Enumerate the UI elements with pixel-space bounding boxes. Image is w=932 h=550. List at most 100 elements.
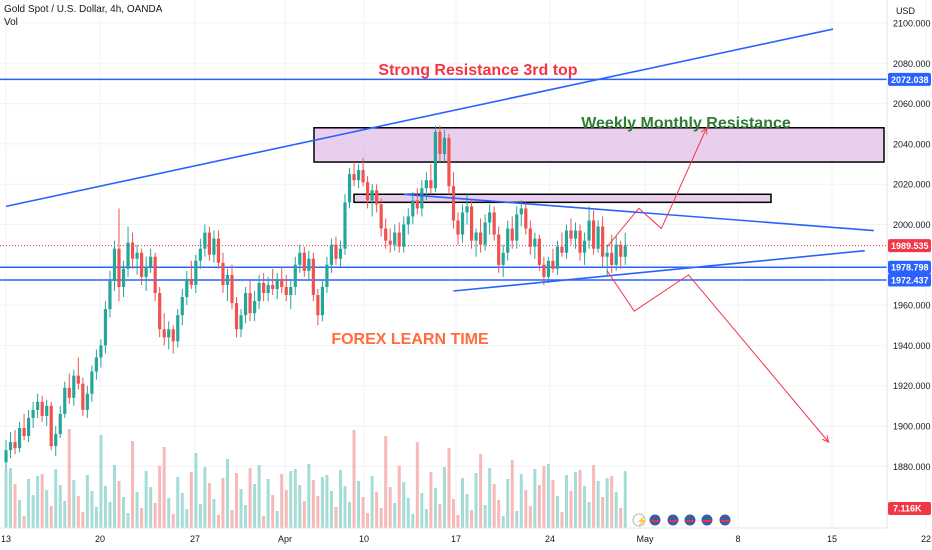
- projection-down[interactable]: [606, 270, 830, 443]
- event-icons[interactable]: ⚡: [632, 513, 732, 527]
- candle-body: [320, 286, 324, 316]
- candle-body: [451, 186, 456, 221]
- volume-bar: [203, 467, 207, 528]
- volume-bar: [515, 511, 519, 528]
- volume-bar: [108, 502, 112, 528]
- volume-bar: [67, 429, 71, 528]
- volume-bar: [58, 485, 62, 528]
- volume-bar: [325, 475, 329, 528]
- candle-body: [180, 297, 184, 316]
- candle-body: [81, 383, 85, 410]
- volume-bar: [320, 477, 324, 528]
- volume-bar: [447, 448, 451, 528]
- volume-bar: [587, 502, 591, 528]
- upper-channel[interactable]: [5, 28, 834, 208]
- candle-body: [140, 252, 144, 277]
- volume-bar: [221, 478, 225, 528]
- time-tick-label: 20: [95, 534, 105, 544]
- price-tick-label: 2020.000: [893, 180, 931, 190]
- time-axis[interactable]: 13 20 27 Apr 10 17 24 May 8 15 22: [1, 534, 931, 544]
- volume-bar: [244, 505, 248, 528]
- volume-bar: [253, 484, 257, 528]
- price-level-text: 1989.535: [891, 241, 929, 251]
- volume-bar: [171, 514, 175, 528]
- volume-bar: [348, 502, 352, 528]
- candle-body: [338, 248, 343, 259]
- volume-bar: [275, 511, 279, 528]
- candle-body: [280, 278, 284, 287]
- time-tick-label: 8: [735, 534, 740, 544]
- candle-body: [352, 174, 356, 181]
- candle-body: [171, 329, 175, 342]
- volume-bar: [262, 516, 266, 528]
- volume-bar: [470, 510, 474, 528]
- volume-bar: [465, 494, 469, 528]
- volume-bar: [461, 478, 465, 528]
- candle-body: [533, 238, 537, 247]
- volume-bar: [49, 506, 53, 528]
- candle-body: [555, 246, 560, 269]
- candle-body: [610, 252, 614, 265]
- trendlines[interactable]: [5, 28, 874, 292]
- candle-body: [108, 280, 112, 310]
- volume-bar: [158, 466, 162, 528]
- candle-body: [275, 278, 279, 289]
- volume-bar: [307, 464, 311, 528]
- volume-bar: [343, 486, 347, 528]
- candle-body: [149, 256, 153, 267]
- candle-body: [162, 329, 166, 338]
- minor-resistance-zone[interactable]: [353, 193, 772, 204]
- volume-bar: [411, 514, 415, 528]
- time-tick-label: 10: [359, 534, 369, 544]
- candle-body: [230, 274, 234, 304]
- volume-bar: [334, 507, 338, 528]
- volume-bar: [293, 469, 297, 528]
- volume-bar: [36, 476, 40, 528]
- candle-body: [619, 244, 623, 257]
- candle-body: [271, 284, 275, 289]
- candle-body: [542, 264, 546, 277]
- candle-body: [366, 182, 370, 201]
- candle-body: [22, 428, 26, 437]
- resistance-zones[interactable]: [313, 127, 885, 204]
- volume-bar: [316, 496, 320, 528]
- candle-body: [112, 248, 117, 281]
- candlesticks: [4, 125, 627, 471]
- volume-bar: [94, 507, 98, 528]
- projection-up[interactable]: [606, 127, 708, 247]
- volume-bar: [185, 509, 189, 528]
- volume-bar: [284, 490, 288, 528]
- candle-body: [560, 246, 564, 253]
- time-tick-label: 22: [921, 534, 931, 544]
- volume-bar: [176, 477, 180, 528]
- candle-body: [370, 190, 374, 201]
- volume-bar: [338, 470, 342, 528]
- volume-bar: [442, 467, 446, 528]
- horizontal-levels[interactable]: [0, 78, 887, 281]
- candle-body: [551, 260, 555, 269]
- rising-support[interactable]: [453, 249, 865, 292]
- candle-body: [515, 214, 519, 241]
- lightning-glyph: ⚡: [636, 515, 647, 527]
- candle-body: [406, 216, 410, 225]
- volume-bar: [257, 465, 261, 528]
- candle-body: [411, 200, 415, 217]
- candle-body: [492, 212, 496, 235]
- candle-body: [564, 230, 569, 253]
- volume-bar: [402, 482, 406, 528]
- volume-bar: [298, 485, 302, 528]
- candle-body: [8, 442, 13, 451]
- projection-arrows[interactable]: [606, 126, 830, 444]
- candle-body: [63, 387, 67, 414]
- weekly-monthly-resistance-zone[interactable]: [313, 127, 885, 163]
- volume-bar: [167, 498, 171, 528]
- volume-bar: [329, 491, 333, 528]
- candle-body: [153, 256, 157, 294]
- descending-resistance[interactable]: [403, 193, 874, 232]
- candle-body: [329, 244, 334, 265]
- lightning-event-icon[interactable]: [632, 513, 646, 527]
- candle-body: [343, 202, 347, 249]
- volume-bar: [424, 509, 428, 528]
- volume-bar: [605, 478, 609, 528]
